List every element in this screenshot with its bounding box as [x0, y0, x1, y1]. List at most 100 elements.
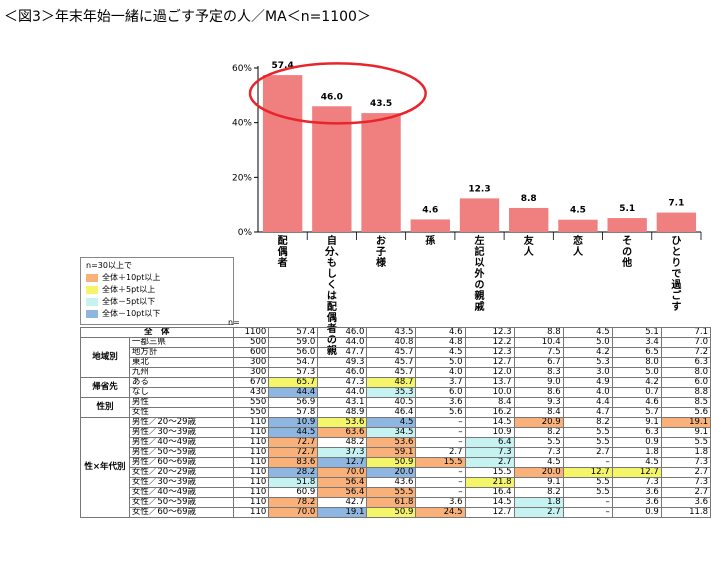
bar-value-label: 8.8	[521, 194, 537, 204]
value-cell: 53.6	[366, 437, 417, 448]
value-cell: 5.0	[611, 367, 662, 378]
value-cell: 56.0	[268, 347, 319, 358]
category-label: 左記以外の親戚	[474, 236, 485, 313]
table-row: 男性／30～39歳 110 44.5 63.6 34.5–10.9 8.2 5.5 6.3 9.…	[81, 427, 711, 438]
y-tick-label: 60%	[232, 64, 252, 74]
legend-label: 全体＋5pt以上	[102, 285, 156, 294]
value-cell: 13.7	[464, 377, 515, 388]
value-cell: 8.5	[660, 397, 711, 408]
value-cell: 3.6	[415, 397, 466, 408]
value-cell: 7.3	[513, 447, 564, 458]
legend-item: 全体－5pt以下	[86, 296, 155, 307]
value-cell: 8.2	[513, 487, 564, 498]
value-cell: 49.3	[317, 357, 368, 368]
value-cell: 56.4	[317, 477, 368, 488]
n-header: n=	[228, 318, 240, 327]
value-cell: 63.6	[317, 427, 368, 438]
value-cell: 6.0	[415, 387, 466, 398]
value-cell: 55.5	[366, 487, 417, 498]
value-cell: 45.7	[366, 357, 417, 368]
value-cell: 54.7	[268, 357, 319, 368]
value-cell: 4.5	[366, 417, 417, 428]
n-cell: 670	[232, 377, 270, 388]
value-cell: 46.0	[317, 327, 368, 338]
value-cell: 7.5	[513, 347, 564, 358]
n-cell: 550	[232, 407, 270, 418]
value-cell: 43.1	[317, 397, 368, 408]
bar-value-label: 12.3	[468, 184, 490, 194]
n-cell: 110	[232, 477, 270, 488]
value-cell: –	[415, 487, 466, 498]
n-cell: 300	[232, 357, 270, 368]
value-cell: 47.7	[317, 347, 368, 358]
bar-value-label: 5.1	[619, 204, 635, 214]
value-cell: 11.8	[660, 507, 711, 518]
value-cell: 34.5	[366, 427, 417, 438]
y-tick-label: 20%	[232, 173, 252, 183]
value-cell: 44.0	[317, 387, 368, 398]
legend-title: n=30以上で	[86, 261, 132, 270]
n-cell: 110	[232, 467, 270, 478]
value-cell: 8.0	[611, 357, 662, 368]
n-cell: 550	[232, 397, 270, 408]
legend-item: 全体＋5pt以上	[86, 284, 155, 295]
category-label: その他	[622, 236, 633, 269]
table-row: 男性／50～59歳 110 72.7 37.3 59.1 2.7 7.3 7.3 2.7 1.8 1…	[81, 447, 711, 458]
row-label: 女性／40～49歳	[128, 487, 234, 498]
value-cell: 5.0	[562, 337, 613, 348]
value-cell: 72.7	[268, 437, 319, 448]
value-cell: 56.9	[268, 397, 319, 408]
value-cell: 5.5	[562, 477, 613, 488]
group-label: 地域別	[80, 337, 130, 378]
n-cell: 300	[232, 367, 270, 378]
row-label: 一都三県	[128, 337, 234, 348]
n-cell: 110	[232, 497, 270, 508]
value-cell: 6.7	[513, 357, 564, 368]
value-cell: 4.6	[611, 397, 662, 408]
value-cell: 4.0	[562, 387, 613, 398]
value-cell: 46.4	[366, 407, 417, 418]
value-cell: 42.7	[317, 497, 368, 508]
value-cell: 9.1	[611, 417, 662, 428]
n-cell: 600	[232, 347, 270, 358]
value-cell: 5.5	[562, 427, 613, 438]
value-cell: 7.3	[611, 477, 662, 488]
value-cell: 20.0	[513, 467, 564, 478]
row-label: 女性／30～39歳	[128, 477, 234, 488]
value-cell: 1.8	[611, 447, 662, 458]
value-cell: 3.6	[611, 487, 662, 498]
n-cell: 110	[232, 487, 270, 498]
value-cell: 9.0	[513, 377, 564, 388]
value-cell: 6.3	[660, 357, 711, 368]
value-cell: 9.1	[513, 477, 564, 488]
value-cell: 48.9	[317, 407, 368, 418]
table-row: 地方計 600 56.0 47.7 45.7 4.5 12.3 7.5 4.2 6.5 7.2	[81, 347, 711, 358]
value-cell: 43.6	[366, 477, 417, 488]
row-label: 男性／20～29歳	[128, 417, 234, 428]
value-cell: 6.3	[611, 427, 662, 438]
n-cell: 110	[232, 417, 270, 428]
value-cell: 57.8	[268, 407, 319, 418]
value-cell: 5.7	[611, 407, 662, 418]
bar	[558, 219, 598, 232]
legend-item: 全体＋10pt以上	[86, 272, 160, 283]
value-cell: 8.0	[660, 367, 711, 378]
row-label: 男性／60～69歳	[128, 457, 234, 468]
value-cell: 78.2	[268, 497, 319, 508]
value-cell: 47.3	[317, 377, 368, 388]
table-row: 九州 300 57.3 46.0 45.7 4.0 12.0 8.3 3.0 5.0 8.0	[81, 367, 711, 378]
value-cell: 3.4	[611, 337, 662, 348]
n-cell: 110	[232, 437, 270, 448]
value-cell: 15.5	[415, 457, 466, 468]
value-cell: 46.0	[317, 367, 368, 378]
bar	[459, 198, 500, 232]
value-cell: 19.1	[660, 417, 711, 428]
row-label: 男性／40～49歳	[128, 437, 234, 448]
value-cell: 5.3	[562, 357, 613, 368]
row-label: 男性／30～39歳	[128, 427, 234, 438]
value-cell: 9.3	[513, 397, 564, 408]
value-cell: 8.8	[660, 387, 711, 398]
value-cell: 3.0	[562, 367, 613, 378]
value-cell: –	[562, 507, 613, 518]
value-cell: 10.4	[513, 337, 564, 348]
